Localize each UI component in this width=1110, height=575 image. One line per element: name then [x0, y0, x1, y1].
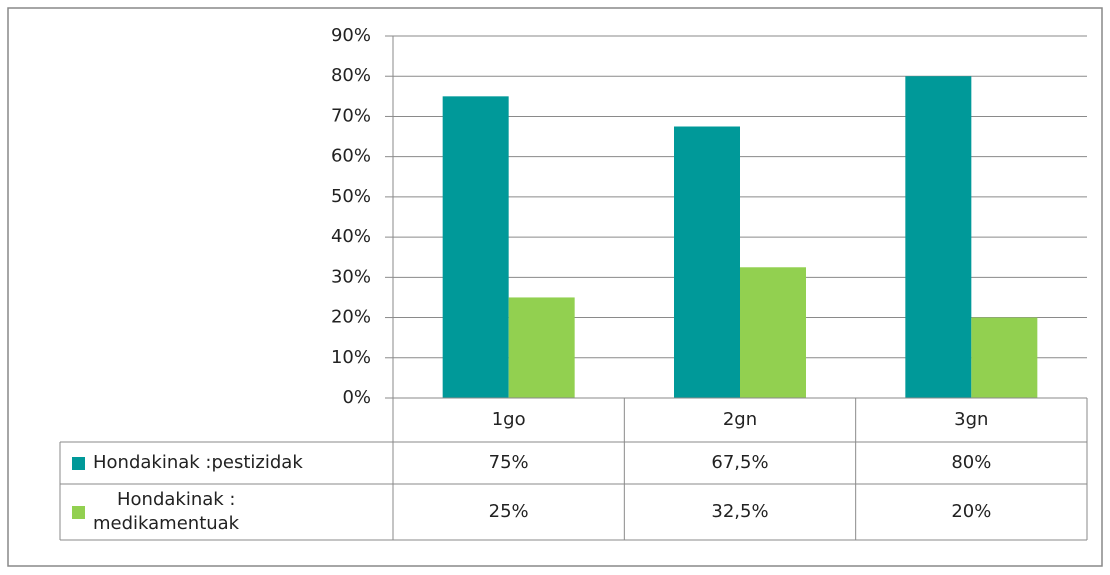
table-cell: 25%: [489, 501, 529, 522]
y-tick-label: 70%: [331, 105, 371, 126]
legend-entry: Hondakinak :pestizidak: [60, 442, 393, 484]
table-cell: 32,5%: [711, 501, 768, 522]
y-tick-label: 90%: [331, 25, 371, 46]
chart-frame: [7, 7, 1103, 567]
legend-entry: Hondakinak : medikamentuak: [60, 484, 393, 540]
y-tick-label: 30%: [331, 266, 371, 287]
legend-swatch: [72, 456, 85, 470]
table-cell: 20%: [951, 501, 991, 522]
bar: [674, 126, 740, 398]
legend-label: Hondakinak : medikamentuak: [93, 489, 240, 534]
y-tick-label: 20%: [331, 307, 371, 328]
bar: [442, 96, 509, 398]
table-cell: 67,5%: [711, 452, 768, 473]
table-cell: 75%: [489, 452, 529, 473]
y-tick-label: 60%: [331, 146, 371, 167]
bar: [508, 297, 575, 398]
y-tick-label: 10%: [331, 347, 371, 368]
bar: [740, 267, 806, 398]
legend-label: Hondakinak :pestizidak: [93, 452, 303, 473]
x-tick-label: 3gn: [954, 409, 988, 430]
bar: [971, 317, 1038, 398]
y-tick-label: 50%: [331, 186, 371, 207]
x-tick-label: 2gn: [723, 409, 757, 430]
y-tick-label: 0%: [342, 387, 371, 408]
y-tick-label: 40%: [331, 226, 371, 247]
bar: [905, 76, 972, 398]
table-cell: 80%: [951, 452, 991, 473]
x-tick-label: 1go: [492, 409, 526, 430]
y-tick-label: 80%: [331, 65, 371, 86]
legend-swatch: [72, 505, 85, 519]
